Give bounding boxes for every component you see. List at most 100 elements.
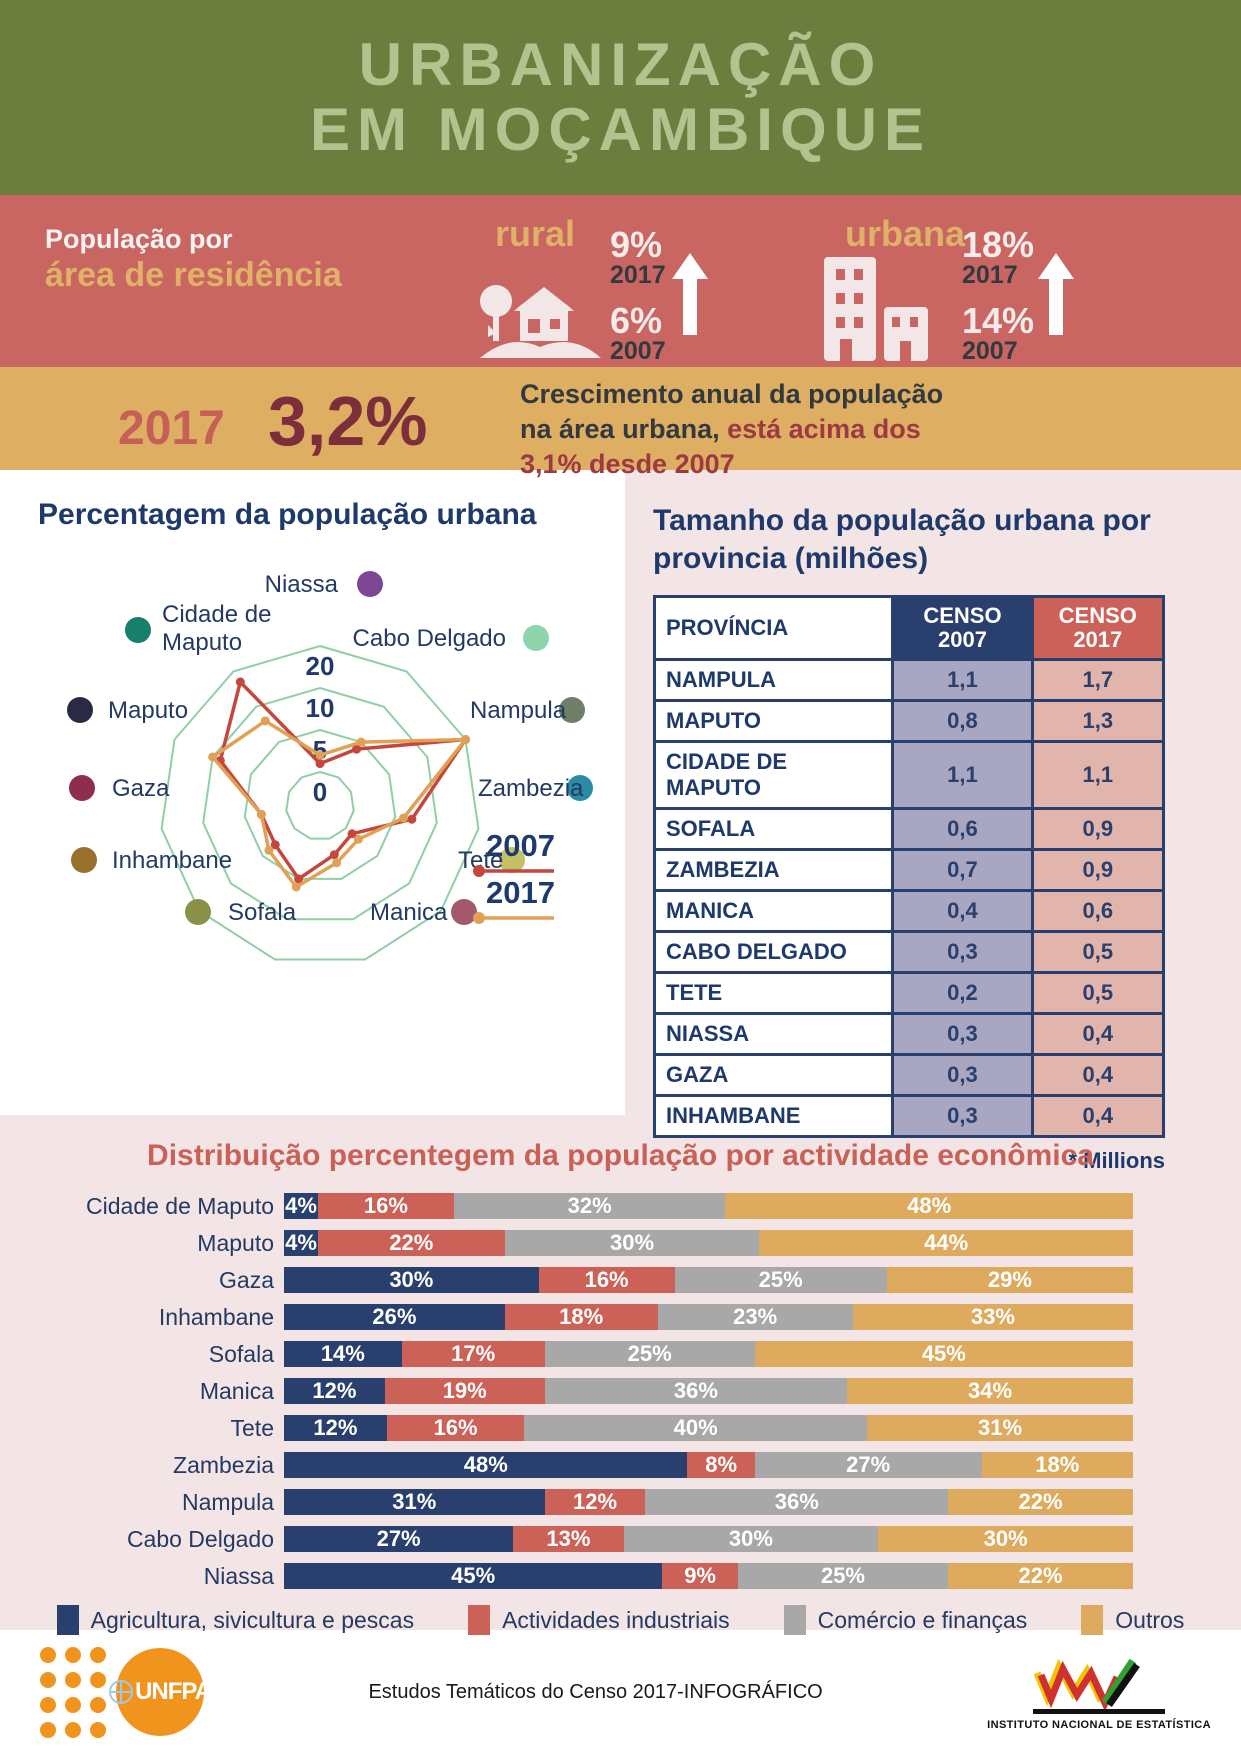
- ine-logo: INSTITUTO NACIONAL DE ESTATÍSTICA: [987, 1653, 1211, 1731]
- radar-series-2017: [210, 718, 468, 889]
- radar-point: [332, 857, 342, 867]
- bar-category-label: Zambezia: [173, 1451, 274, 1478]
- residence-section: População por área de residência rural 9…: [0, 195, 1241, 367]
- bar-track: 48% 8% 27% 18%: [284, 1452, 1133, 1478]
- province-dot-icon: [69, 774, 95, 801]
- radar-axis-label: Zambezia: [478, 775, 584, 802]
- province-name: MAPUTO: [652, 699, 895, 744]
- bar-row: Zambezia 48% 8% 27% 18%: [0, 1452, 1133, 1478]
- bar-segment: 26%: [284, 1304, 505, 1330]
- bar-track: 27% 13% 30% 30%: [284, 1526, 1133, 1552]
- radar-point: [235, 676, 245, 686]
- rural-2007-value: 6%: [610, 300, 663, 341]
- province-name: GAZA: [652, 1053, 895, 1098]
- growth-section: 2017 3,2% Crescimento anual da população…: [0, 367, 1241, 479]
- censo-2007-value: 0,4: [891, 889, 1034, 934]
- radar-point: [270, 839, 280, 849]
- legend-label: Agricultura, sivicultura e pescas: [90, 1606, 415, 1633]
- footer: UNFPA Estudos Temáticos do Censo 2017-IN…: [0, 1630, 1241, 1754]
- rural-2017-year: 2017: [610, 261, 666, 289]
- unfpa-dot: [65, 1646, 81, 1663]
- unfpa-dots-icon: [40, 1646, 106, 1738]
- table-row: MAPUTO 0,8 1,3: [652, 699, 1166, 744]
- bar-row: Maputo 4% 22% 30% 44%: [0, 1230, 1133, 1256]
- bar-row: Manica 12% 19% 36% 34%: [0, 1378, 1133, 1404]
- bar-segment: 4%: [284, 1230, 318, 1256]
- radar-point: [352, 744, 362, 754]
- radar-grid-ring: [202, 686, 438, 920]
- bar-segment: 13%: [513, 1526, 624, 1552]
- page-title-line2: EM MOÇAMBIQUE: [310, 95, 931, 163]
- radar-point: [353, 834, 363, 844]
- radar-point: [315, 758, 325, 768]
- radar-panel: Percentagem da população urbana 20 10 5 0 Ni…: [0, 470, 625, 1115]
- bar-track: 4% 22% 30% 44%: [284, 1230, 1133, 1256]
- bar-segment: 12%: [284, 1378, 385, 1404]
- censo-2007-value: 0,7: [891, 848, 1034, 893]
- bar-row: Sofala 14% 17% 25% 45%: [0, 1341, 1133, 1367]
- bar-segment: 18%: [981, 1452, 1133, 1478]
- censo-2007-value: 1,1: [891, 740, 1034, 811]
- table-row: MANICA 0,4 0,6: [652, 889, 1166, 934]
- bar-segment: 45%: [754, 1341, 1133, 1367]
- rural-up-arrow-icon: [672, 253, 708, 340]
- censo-2007-value: 0,3: [891, 1012, 1034, 1057]
- unfpa-label: UNFPA: [135, 1678, 212, 1705]
- table-title-line2: provincia (milhões): [653, 541, 929, 575]
- bar-category-label: Manica: [199, 1377, 274, 1404]
- unfpa-dot: [40, 1696, 56, 1713]
- economic-title: Distribuição percentegem da população po…: [147, 1139, 1094, 1172]
- bar-segment: 19%: [384, 1378, 545, 1404]
- unfpa-dot: [65, 1671, 81, 1688]
- urban-2007-value: 14%: [962, 300, 1035, 341]
- legend-item: Agricultura, sivicultura e pescas: [56, 1605, 415, 1635]
- table-header-row: PROVÍNCIA CENSO 2007 CENSO 2017: [652, 594, 1166, 662]
- bar-segment: 48%: [284, 1452, 688, 1478]
- province-name: MANICA: [652, 889, 895, 934]
- unfpa-dot: [65, 1696, 81, 1713]
- growth-text-line3: 3,1% desde 2007: [520, 449, 735, 480]
- province-dot-icon: [559, 696, 585, 723]
- bar-segment: 31%: [867, 1415, 1133, 1441]
- bar-segment: 48%: [725, 1193, 1133, 1219]
- province-name: INHAMBANE: [652, 1094, 895, 1139]
- bar-segment: 30%: [623, 1526, 879, 1552]
- col-header-censo-2017: CENSO 2017: [1030, 594, 1166, 662]
- bar-segment: 33%: [852, 1304, 1133, 1330]
- radar-legend-label: 2007: [486, 828, 555, 863]
- main-row: Percentagem da população urbana 20 10 5 0 Ni…: [0, 470, 1241, 1173]
- bar-category-label: Nampula: [181, 1488, 274, 1515]
- bar-segment: 18%: [504, 1304, 658, 1330]
- radar-legend-label: 2017: [486, 875, 555, 910]
- bar-segment: 40%: [524, 1415, 868, 1441]
- province-dot-icon: [523, 624, 549, 651]
- radar-axis-label: Cabo Delgado: [353, 625, 506, 652]
- bar-segment: 27%: [754, 1452, 982, 1478]
- bar-segment: 16%: [538, 1267, 675, 1293]
- bar-track: 12% 19% 36% 34%: [284, 1378, 1133, 1404]
- radar-point: [329, 849, 339, 859]
- bar-segment: 12%: [284, 1415, 387, 1441]
- bar-category-label: Sofala: [208, 1340, 274, 1367]
- bar-segment: 32%: [453, 1193, 726, 1219]
- bar-segment: 8%: [687, 1452, 755, 1478]
- rural-2017-value: 9%: [610, 224, 663, 265]
- censo-2007-value: 0,2: [891, 971, 1034, 1016]
- table-title-line1: Tamanho da população urbana por: [653, 504, 1151, 537]
- radar-ring-label: 10: [306, 693, 335, 723]
- bar-track: 30% 16% 25% 29%: [284, 1267, 1133, 1293]
- censo-2007-value: 0,3: [891, 1053, 1034, 1098]
- bar-track: 45% 9% 25% 22%: [284, 1563, 1133, 1589]
- bar-segment: 44%: [759, 1230, 1133, 1256]
- bar-row: Cabo Delgado 27% 13% 30% 30%: [0, 1526, 1133, 1552]
- bar-segment: 23%: [657, 1304, 853, 1330]
- bar-track: 4% 16% 32% 48%: [284, 1193, 1133, 1219]
- ine-label: INSTITUTO NACIONAL DE ESTATÍSTICA: [987, 1719, 1211, 1731]
- province-dot-icon: [357, 570, 383, 597]
- unfpa-logo: UNFPA: [40, 1646, 212, 1738]
- radar-point: [461, 734, 471, 744]
- province-dot-icon: [185, 898, 211, 925]
- legend-swatch-icon: [468, 1605, 491, 1635]
- growth-year: 2017: [118, 402, 225, 455]
